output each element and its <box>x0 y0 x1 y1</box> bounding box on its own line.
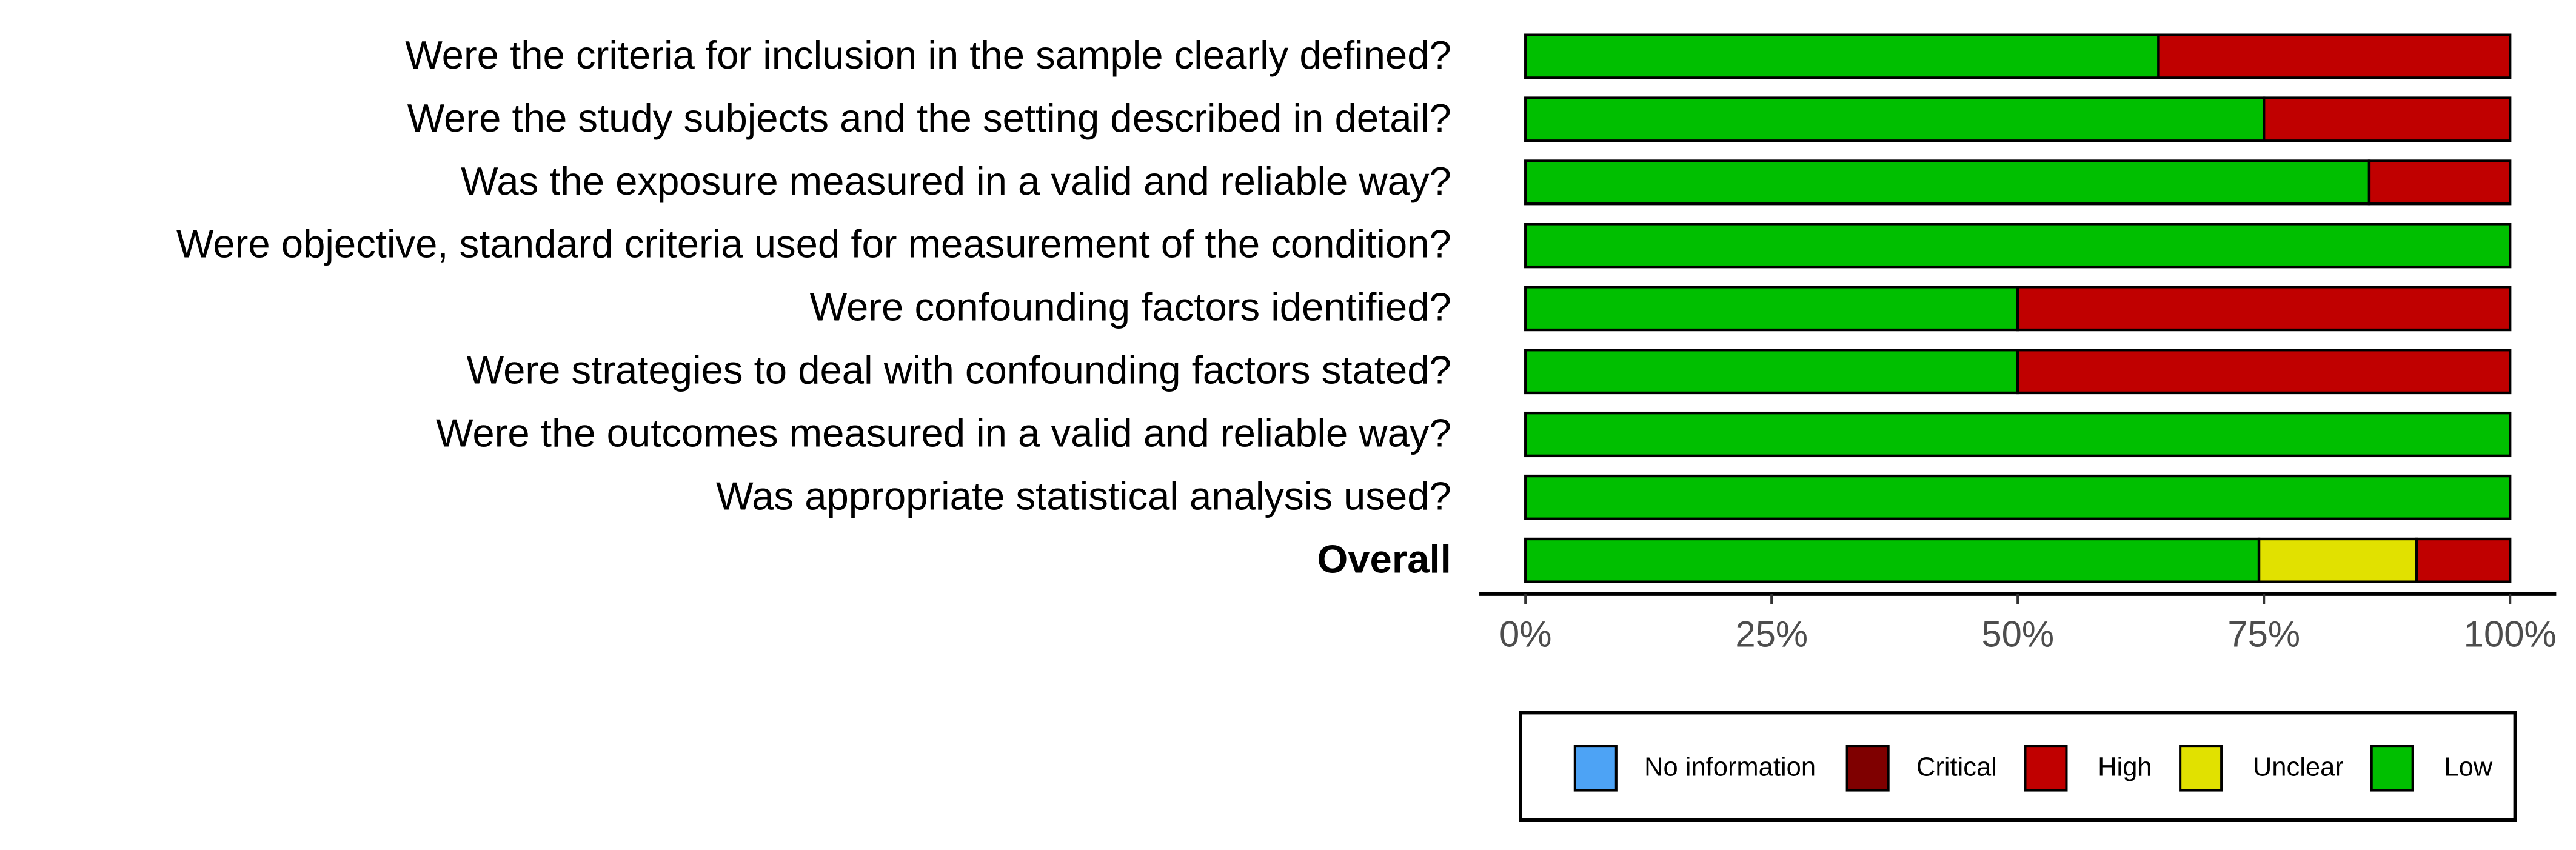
category-label: Overall <box>1317 537 1451 581</box>
legend-swatch <box>1573 745 1618 792</box>
legend-label: Critical <box>1916 753 1997 782</box>
legend-swatch <box>2370 745 2414 792</box>
category-label: Were confounding factors identified? <box>810 285 1451 329</box>
bar-segment <box>2157 33 2512 79</box>
category-label: Were strategies to deal with confounding… <box>467 348 1451 392</box>
bar-segment <box>1524 33 2160 79</box>
legend-label: High <box>2098 753 2152 782</box>
legend-label: No information <box>1644 753 1816 782</box>
x-tick-label: 75% <box>2227 614 2300 654</box>
legend-label: Unclear <box>2253 753 2344 782</box>
legend-swatch <box>1845 745 1890 792</box>
legend-label: Low <box>2444 753 2492 782</box>
legend-box <box>1519 711 2517 822</box>
bar-segment <box>1524 223 2512 269</box>
category-label: Were objective, standard criteria used f… <box>176 222 1451 266</box>
bar-segment <box>2016 349 2512 395</box>
category-label: Were the outcomes measured in a valid an… <box>436 410 1451 455</box>
category-label: Were the study subjects and the setting … <box>407 96 1451 140</box>
bar-segment <box>2016 286 2512 332</box>
x-tick-label: 100% <box>2464 614 2557 654</box>
bar-segment <box>2263 96 2512 142</box>
bar-segment <box>1524 537 2261 583</box>
bar-segment <box>1524 96 2266 142</box>
category-label: Was appropriate statistical analysis use… <box>716 474 1451 518</box>
category-label: Were the criteria for inclusion in the s… <box>405 33 1451 77</box>
category-label: Was the exposure measured in a valid and… <box>461 159 1451 203</box>
bar-segment <box>1524 411 2512 458</box>
x-tick-label: 50% <box>1981 614 2054 654</box>
bar-segment <box>1524 349 2019 395</box>
bar-segment <box>1524 474 2512 520</box>
x-tick-label: 25% <box>1735 614 1808 654</box>
bar-segment <box>2257 537 2418 583</box>
bar-segment <box>1524 286 2019 332</box>
legend-swatch <box>2024 745 2068 792</box>
bar-segment <box>1524 159 2371 206</box>
bar-segment <box>2415 537 2512 583</box>
x-tick-label: 0% <box>1499 614 1551 654</box>
legend-swatch <box>2179 745 2223 792</box>
bar-segment <box>2367 159 2512 206</box>
